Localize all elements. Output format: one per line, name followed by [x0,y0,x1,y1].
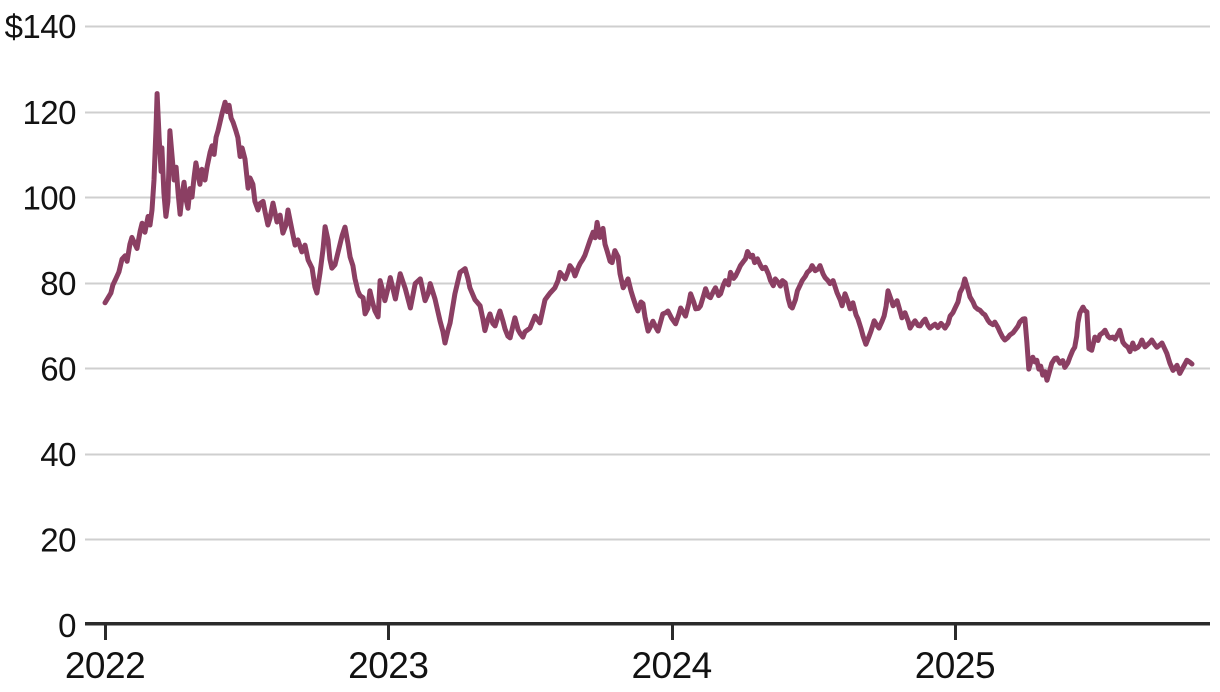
y-tick-label: 100 [22,179,76,216]
x-tick-label: 2024 [631,645,711,686]
price-line [102,91,1195,383]
x-tick-label: 2023 [348,645,428,686]
y-tick-label: 80 [40,265,76,302]
y-tick-label: 60 [40,350,76,387]
y-tick-label: 0 [58,607,76,644]
x-tick-label: 2022 [65,645,145,686]
y-tick-label: 20 [40,522,76,559]
y-tick-label: 40 [40,436,76,473]
y-tick-label: 120 [22,94,76,131]
x-tick-label: 2025 [915,645,995,686]
y-tick-label: $140 [5,8,77,45]
